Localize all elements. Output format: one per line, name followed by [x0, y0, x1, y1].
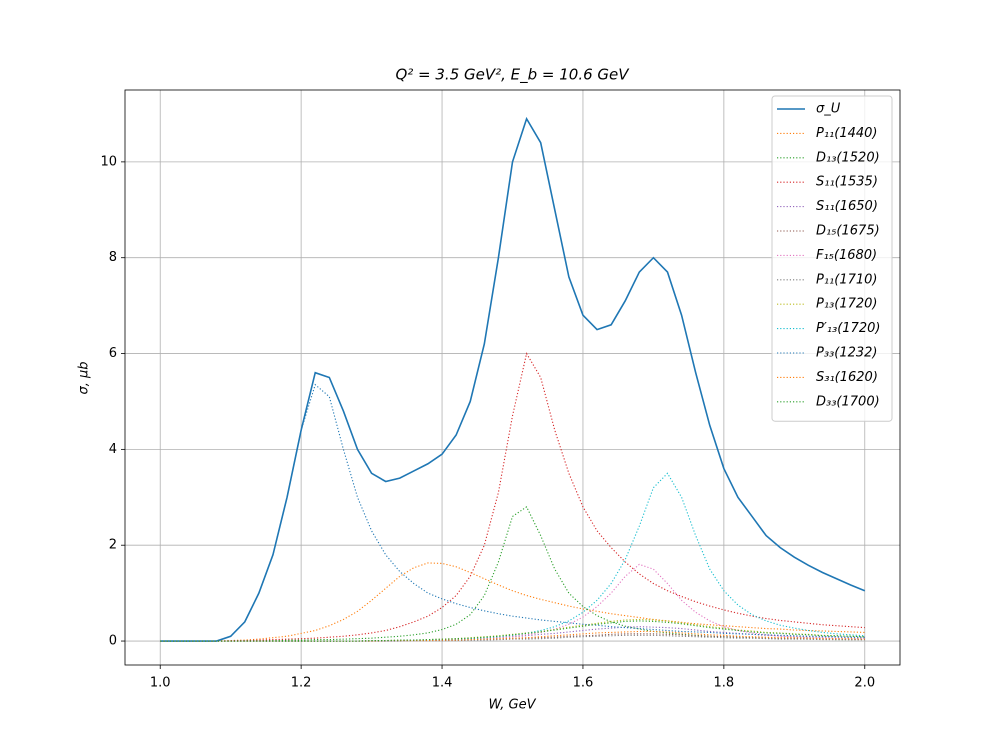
series-line — [160, 383, 865, 642]
y-tick-label: 6 — [109, 346, 117, 361]
legend-label: P′₁₃(1720) — [816, 321, 880, 336]
legend-label: S₁₁(1535) — [816, 175, 878, 190]
series-line — [160, 352, 865, 642]
series-line — [160, 563, 865, 642]
plot-frame — [124, 89, 901, 666]
x-tick-label: 2.0 — [854, 676, 875, 691]
x-tick-label: 1.0 — [150, 676, 171, 691]
y-tick-label: 0 — [109, 634, 117, 649]
y-tick-label: 10 — [100, 154, 117, 169]
chart-title: Q² = 3.5 GeV², E_b = 10.6 GeV — [395, 66, 630, 85]
series-line — [160, 116, 866, 642]
legend-label: S₃₁(1620) — [816, 370, 878, 385]
series-line — [160, 562, 865, 642]
legend-label: P₁₁(1710) — [816, 272, 878, 287]
legend-label: D₃₃(1700) — [816, 394, 880, 409]
legend-label: D₁₃(1520) — [816, 150, 880, 165]
y-tick-label: 8 — [109, 250, 117, 265]
legend-label: P₁₁(1440) — [816, 126, 878, 141]
legend-label: D₁₅(1675) — [816, 224, 880, 239]
y-tick-label: 4 — [109, 442, 117, 457]
x-tick-label: 1.2 — [291, 676, 312, 691]
x-axis-label: W, GeV — [488, 698, 536, 713]
legend-box — [771, 95, 893, 422]
legend-label: P₁₃(1720) — [816, 297, 878, 312]
series-line — [160, 620, 865, 642]
legend-label: P₃₃(1232) — [816, 346, 878, 361]
y-axis-label: σ, μb — [77, 361, 92, 394]
legend: σ_U P₁₁(1440) D₁₃(1520) S₁₁(1535) S₁₁(1650) D… — [771, 95, 893, 422]
legend-label: S₁₁(1650) — [816, 199, 878, 214]
y-tick-label: 2 — [109, 538, 117, 553]
legend-label: F₁₅(1680) — [816, 248, 877, 263]
series-line — [160, 634, 865, 642]
legend-label: σ_U — [816, 102, 841, 117]
series-line — [160, 506, 865, 642]
series-line — [160, 630, 865, 642]
x-tick-label: 1.4 — [432, 676, 453, 691]
x-tick-label: 1.6 — [573, 676, 594, 691]
x-tick-label: 1.8 — [714, 676, 735, 691]
